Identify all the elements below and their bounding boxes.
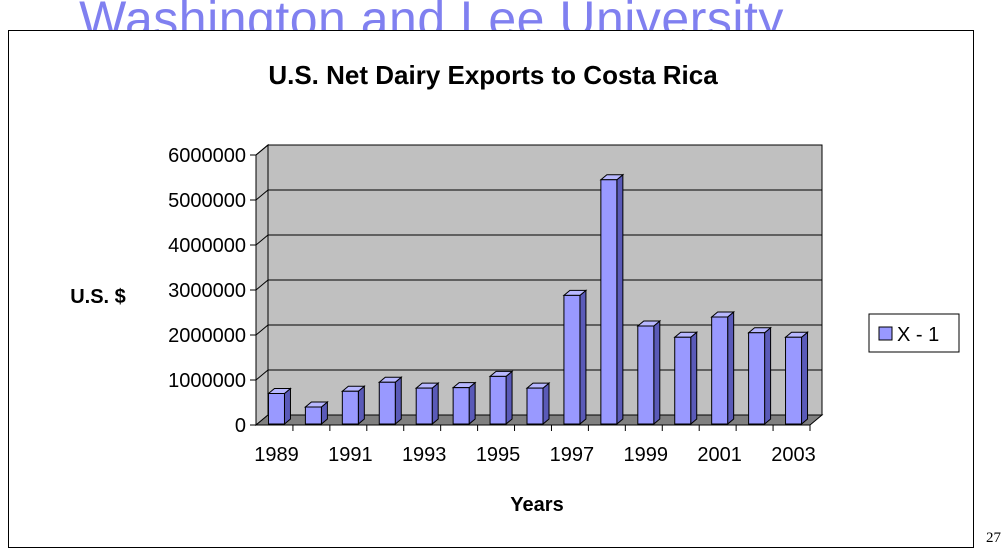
x-tick-label: 1993 [402, 444, 447, 466]
bar-front [637, 325, 655, 425]
legend: X - 1 [868, 313, 960, 353]
bar-2001 [710, 310, 736, 426]
bar-side [579, 289, 587, 426]
bar-side [690, 331, 698, 426]
legend-swatch [878, 326, 893, 341]
bar-front [304, 406, 322, 425]
legend-box [868, 313, 960, 353]
bar-front [267, 393, 285, 425]
bar-side [801, 331, 809, 426]
gridline [255, 144, 822, 156]
bar-front [748, 332, 766, 425]
bar-1993 [414, 382, 440, 426]
bar-side [542, 382, 550, 426]
bar-side [764, 326, 772, 426]
bar-1989 [267, 387, 292, 426]
bar-front [711, 316, 729, 425]
x-tick-label: 2003 [771, 444, 816, 466]
bar-1994 [451, 381, 477, 426]
gridline [255, 279, 822, 291]
bar-front [341, 390, 359, 425]
bar-side [653, 319, 661, 426]
bar-side [616, 173, 624, 426]
bar-1998 [599, 173, 625, 426]
bar-1992 [377, 376, 403, 426]
y-tick-label: 6000000 [168, 145, 246, 167]
y-tick-label: 3000000 [168, 280, 246, 302]
bar-front [600, 179, 618, 425]
bar-2003 [784, 331, 809, 426]
x-tick-label: 1989 [254, 444, 299, 466]
bar-side [394, 376, 402, 426]
bar-1997 [562, 289, 588, 426]
bar-front [526, 387, 544, 425]
bar-side [431, 382, 439, 426]
bar-side [727, 310, 735, 426]
x-tick-label: 1999 [624, 444, 669, 466]
bar-front [378, 381, 396, 425]
y-tick-label: 1000000 [168, 370, 246, 392]
bar-1991 [340, 385, 366, 426]
bar-2000 [673, 331, 699, 426]
bar-2002 [747, 326, 772, 426]
bar-front [785, 336, 803, 425]
bar-1990 [304, 400, 329, 426]
gridline [255, 189, 822, 201]
y-axis-title: U.S. $ [70, 286, 126, 308]
bar-side [357, 385, 365, 426]
bar-1999 [636, 319, 662, 426]
gridline [255, 234, 822, 246]
bar-front [563, 294, 581, 425]
bar-side [283, 387, 291, 426]
page-number: 27 [986, 530, 1001, 546]
legend-label: X - 1 [897, 324, 939, 346]
y-tick-label: 0 [235, 415, 246, 437]
bar-1996 [525, 382, 551, 426]
x-tick-label: 1997 [550, 444, 595, 466]
bar-front [452, 387, 470, 425]
bar-front [415, 387, 433, 425]
bar-side [505, 370, 513, 426]
axes: 0 1000000 2000000 3000000 4000000 5000000 6000… [168, 145, 816, 466]
bars [267, 173, 809, 426]
bar-front [674, 336, 692, 425]
x-tick-label: 1995 [476, 444, 521, 466]
y-tick-label: 5000000 [168, 190, 246, 212]
x-axis-title: Years [510, 494, 563, 516]
bar-front [489, 375, 507, 425]
chart-title: U.S. Net Dairy Exports to Costa Rica [268, 60, 718, 90]
y-tick-label: 2000000 [168, 325, 246, 347]
y-tick-label: 4000000 [168, 235, 246, 257]
bar-1995 [488, 370, 514, 426]
bar-side [468, 381, 476, 426]
gridline [255, 324, 822, 336]
x-tick-label: 1991 [328, 444, 373, 466]
x-tick-label: 2001 [697, 444, 742, 466]
